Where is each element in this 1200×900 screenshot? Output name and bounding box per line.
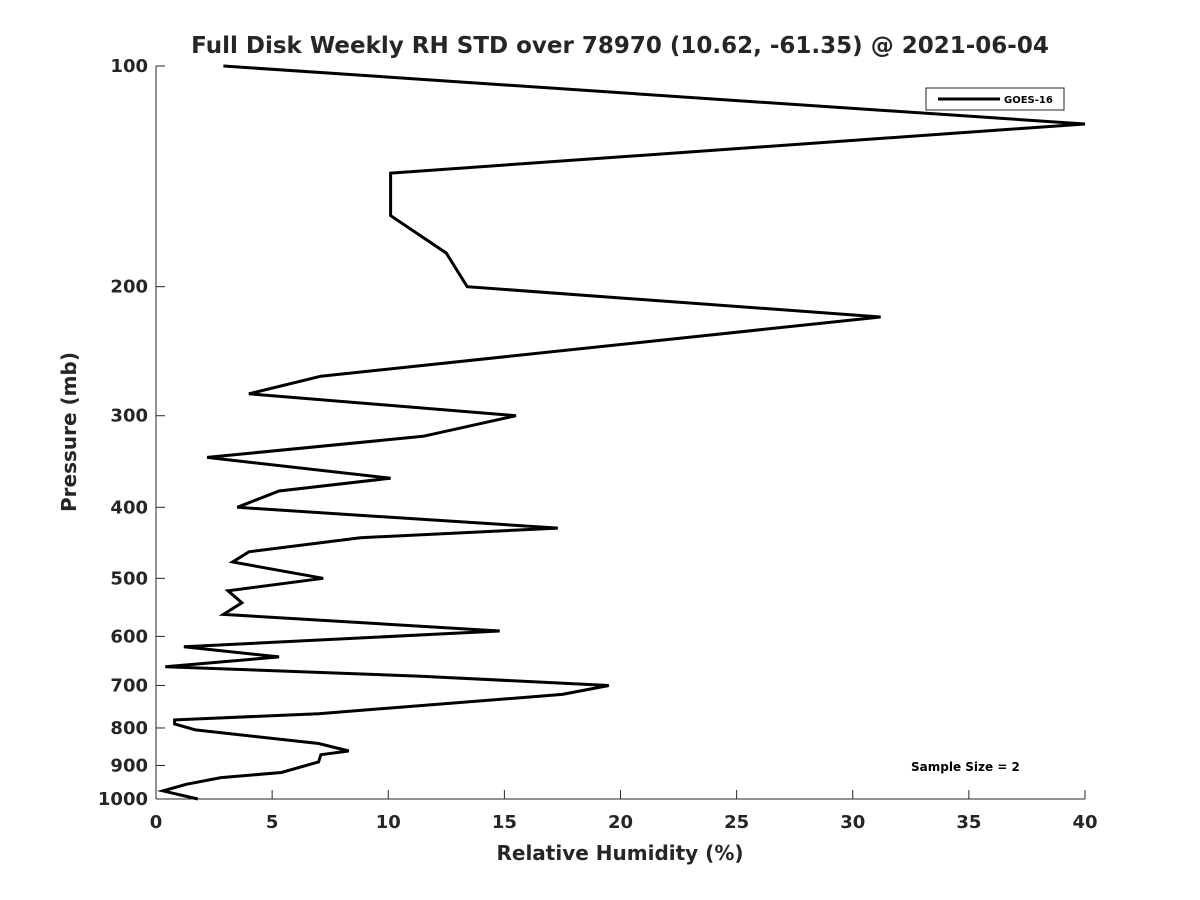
x-tick-label: 35 [956,812,981,833]
x-tick-label: 25 [724,812,749,833]
series-line-goes-16 [157,64,1086,801]
y-tick-label: 1000 [98,789,148,810]
x-tick-label: 0 [150,812,163,833]
x-tick-label: 30 [840,812,865,833]
y-tick-label: 700 [110,675,148,696]
y-tick-label: 600 [110,626,148,647]
plot-area [156,66,1085,799]
legend: GOES-16 [925,87,1065,111]
y-tick-label: 800 [110,718,148,739]
y-tick-label: 400 [110,497,148,518]
y-tick-label: 100 [110,56,148,77]
x-axis-ticks: 0 5 10 15 20 25 30 35 40 [150,790,1098,833]
x-tick-label: 5 [266,812,279,833]
y-axis-label: Pressure (mb) [57,352,81,512]
y-tick-label: 200 [110,277,148,298]
x-tick-label: 40 [1072,812,1097,833]
x-tick-label: 10 [376,812,401,833]
x-tick-label: 20 [608,812,633,833]
x-tick-label: 15 [492,812,517,833]
sample-size-annotation: Sample Size = 2 [911,760,1020,774]
y-axis-ticks: 100 200 300 400 500 600 700 800 900 1000 [98,56,165,810]
y-tick-label: 300 [110,406,148,427]
x-axis-label: Relative Humidity (%) [496,841,743,865]
legend-label-goes-16: GOES-16 [1004,95,1053,106]
chart-title: Full Disk Weekly RH STD over 78970 (10.6… [191,33,1049,59]
y-tick-label: 900 [110,755,148,776]
y-tick-label: 500 [110,568,148,589]
